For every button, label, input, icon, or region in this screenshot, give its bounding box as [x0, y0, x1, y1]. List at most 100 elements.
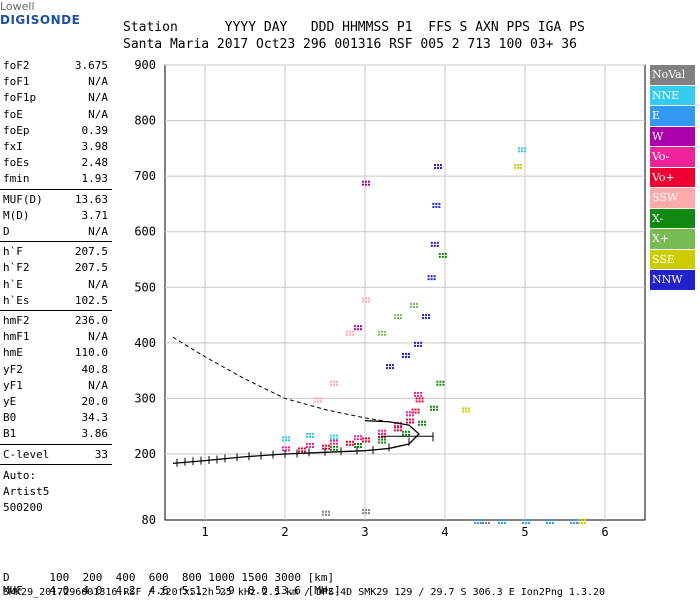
param-value: 33 [94, 447, 108, 461]
data-point-noval [485, 519, 487, 521]
data-point-vo [384, 429, 386, 432]
data-point-e [480, 519, 482, 521]
data-point-vo [397, 424, 399, 427]
data-point-vo [336, 442, 338, 445]
data-point-e [522, 519, 524, 521]
muf-label: MUF [3, 584, 23, 597]
data-point-nnw [433, 241, 436, 244]
param-row: MUF(D) 13.63 [0, 192, 112, 208]
legend-item: Vo+ [650, 167, 695, 188]
data-point-x [442, 380, 445, 383]
param-row: B0 34.3 [0, 410, 112, 426]
data-point-noval [368, 509, 370, 512]
data-point-e [522, 522, 524, 524]
electron-density-profile [172, 420, 420, 464]
data-point-sse [520, 164, 522, 167]
data-point-nnw [422, 314, 424, 317]
data-point-noval [368, 512, 370, 515]
param-value: 3.675 [74, 59, 108, 72]
param-row: yF2 40.8 [0, 362, 112, 378]
param-value: 207.5 [74, 245, 108, 259]
separator [0, 188, 112, 190]
data-point-nnw [436, 241, 439, 244]
param-name: hmE [3, 346, 23, 360]
x-tick-label: 3 [361, 525, 368, 539]
data-point-vo [322, 447, 324, 450]
param-row: foEp 0.39 [0, 123, 112, 139]
param-name: h`F2 [3, 261, 30, 275]
param-name: foF2 [3, 59, 30, 72]
data-point-w [365, 180, 367, 183]
data-point-noval [482, 519, 484, 521]
data-point-x [410, 302, 412, 305]
data-point-vo [330, 442, 332, 445]
data-point-x [397, 314, 399, 317]
data-point-x [442, 383, 445, 386]
data-point-nne [524, 147, 526, 150]
x-tick-label: 6 [601, 525, 608, 539]
x-tick-label: 1 [201, 525, 208, 539]
data-point-vo [397, 426, 399, 429]
y-tick-label: 800 [134, 114, 156, 128]
data-point-nnw [435, 205, 438, 208]
data-point-x [360, 442, 362, 445]
data-point-w [365, 183, 367, 186]
data-point-vo [357, 435, 359, 438]
data-point-nnw [389, 367, 391, 370]
data-point-nne [288, 439, 290, 442]
data-point-vo [409, 411, 411, 414]
data-point-vo [306, 442, 308, 445]
data-point-sse [517, 164, 519, 167]
data-point-vo [412, 418, 414, 421]
param-row: D N/A [0, 224, 112, 240]
data-point-nne [288, 436, 290, 439]
data-point-nnw [405, 352, 407, 355]
data-point-e [576, 519, 578, 521]
data-point-e [576, 522, 578, 524]
data-point-w [360, 328, 362, 331]
data-point-vo [394, 424, 396, 427]
plot-frame [164, 64, 646, 521]
data-point-vo [288, 446, 290, 449]
data-point-noval [325, 510, 327, 513]
data-point-vo [400, 426, 402, 429]
param-name: foEp [3, 123, 30, 137]
auto-scaling-line: Artist5 [3, 484, 50, 498]
param-name: B1 [3, 427, 17, 441]
data-point-sse [578, 522, 580, 524]
data-point-vo [381, 432, 383, 435]
data-point-x [384, 441, 386, 444]
data-point-vo [306, 445, 308, 448]
data-point-ssw [333, 383, 335, 386]
data-point-vo [285, 449, 287, 452]
param-name: fxI [3, 140, 23, 153]
data-point-nne [336, 434, 338, 437]
data-point-ssw [352, 333, 354, 336]
data-point-x [378, 441, 380, 444]
param-row: foEs 2.48 [0, 155, 112, 171]
data-point-vo [412, 411, 414, 414]
data-point-sse [462, 407, 464, 410]
data-point-x [336, 445, 338, 448]
data-point-x [384, 438, 386, 441]
data-point-nnw [434, 164, 436, 167]
data-point-ssw [365, 300, 367, 303]
data-point-vo [288, 449, 290, 452]
data-point-w [360, 325, 362, 328]
data-point-ssw [336, 383, 338, 386]
x-tick-label: 4 [441, 525, 448, 539]
data-point-w [368, 180, 370, 183]
param-name: yF2 [3, 362, 23, 376]
legend-item: SSE [650, 249, 695, 270]
data-point-sse [465, 407, 467, 410]
y-tick-label: 900 [134, 58, 156, 72]
muf-values: 4.0 4.0 4.2 4.6 5.1 5.9 8.0 13.6 [MHz] [49, 584, 341, 597]
data-point-x [333, 448, 335, 451]
data-point-vo [417, 411, 420, 414]
data-point-x [357, 442, 359, 445]
data-point-e [504, 519, 506, 521]
data-point-vo [312, 442, 314, 445]
param-value: 102.5 [74, 293, 108, 307]
x-tick-label: 5 [521, 525, 528, 539]
param-row: fmin 1.93 [0, 171, 112, 187]
